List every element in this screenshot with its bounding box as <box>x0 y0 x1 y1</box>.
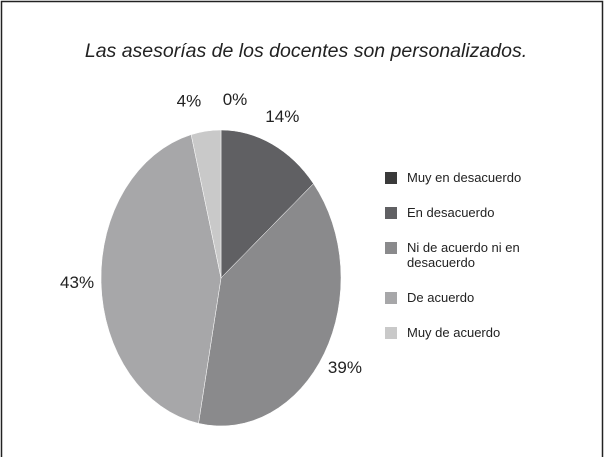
legend-label: Ni de acuerdo ni en desacuerdo <box>407 240 520 270</box>
legend-item: Muy de acuerdo <box>385 325 545 340</box>
legend-label: Muy en desacuerdo <box>407 170 522 185</box>
legend-label: En desacuerdo <box>407 205 495 220</box>
data-label: 43% <box>60 273 94 292</box>
legend-swatch <box>385 292 397 304</box>
legend-item: De acuerdo <box>385 290 545 305</box>
legend-swatch <box>385 327 397 339</box>
legend-label: Muy de acuerdo <box>407 325 501 340</box>
pie-slice <box>198 183 342 427</box>
pie-slice <box>190 129 222 279</box>
chart-title: Las asesorías de los docentes son person… <box>85 40 527 62</box>
legend-label: De acuerdo <box>407 290 475 305</box>
legend-item: Muy en desacuerdo <box>385 170 545 185</box>
legend: Muy en desacuerdo En desacuerdo Ni de acue… <box>385 170 545 340</box>
legend-item: En desacuerdo <box>385 205 545 220</box>
data-label: 39% <box>328 358 362 377</box>
pie-slice <box>220 129 314 279</box>
legend-swatch <box>385 207 397 219</box>
legend-swatch <box>385 172 397 184</box>
legend-item: Ni de acuerdo ni en desacuerdo <box>385 240 545 270</box>
legend-swatch <box>385 242 397 254</box>
data-label: 4% <box>177 91 202 110</box>
pie-slice <box>100 134 222 424</box>
data-label: 14% <box>265 107 299 126</box>
data-label: 0% <box>223 90 248 109</box>
